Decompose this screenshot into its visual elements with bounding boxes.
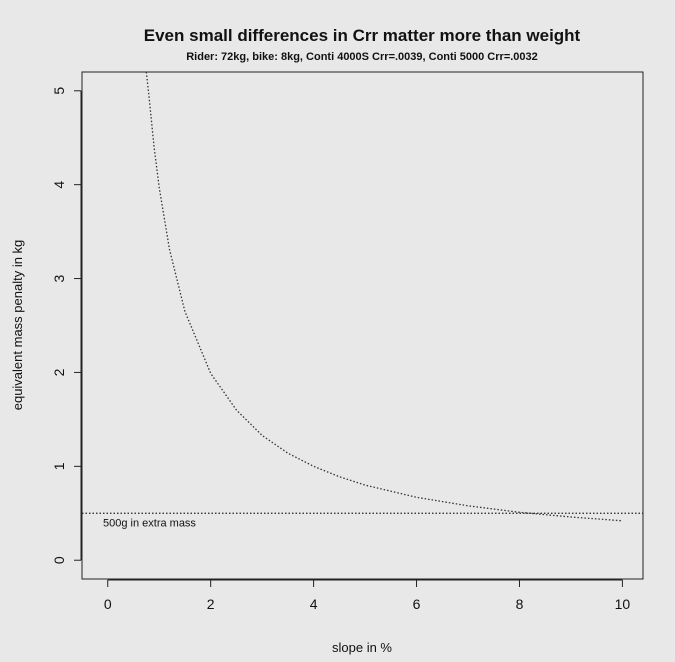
data-series bbox=[145, 72, 623, 522]
plot-frame bbox=[81, 71, 644, 580]
reference-lines: 500g in extra mass bbox=[82, 512, 643, 529]
y-tick-label: 4 bbox=[51, 181, 67, 189]
y-axis-label: equivalent mass penalty in kg bbox=[10, 240, 25, 411]
x-tick-label: 0 bbox=[104, 596, 112, 612]
y-tick-label: 5 bbox=[51, 87, 67, 95]
x-axis-label: slope in % bbox=[332, 640, 392, 655]
x-tick-label: 2 bbox=[207, 596, 215, 612]
x-tick-label: 6 bbox=[413, 596, 421, 612]
y-tick-label: 3 bbox=[51, 274, 67, 282]
y-axis: 0 1 2 3 4 5 bbox=[51, 87, 82, 564]
x-tick-label: 10 bbox=[615, 596, 631, 612]
reference-line-label: 500g in extra mass bbox=[103, 517, 196, 529]
x-tick-label: 8 bbox=[516, 596, 524, 612]
series-line bbox=[145, 72, 623, 522]
chart-subtitle: Rider: 72kg, bike: 8kg, Conti 4000S Crr=… bbox=[186, 51, 538, 63]
x-axis: 0 2 4 6 8 10 bbox=[104, 579, 631, 612]
x-tick-label: 4 bbox=[310, 596, 318, 612]
y-tick-label: 2 bbox=[51, 368, 67, 376]
y-tick-label: 0 bbox=[51, 556, 67, 564]
chart-title: Even small differences in Crr matter mor… bbox=[144, 26, 581, 45]
y-tick-label: 1 bbox=[51, 462, 67, 470]
